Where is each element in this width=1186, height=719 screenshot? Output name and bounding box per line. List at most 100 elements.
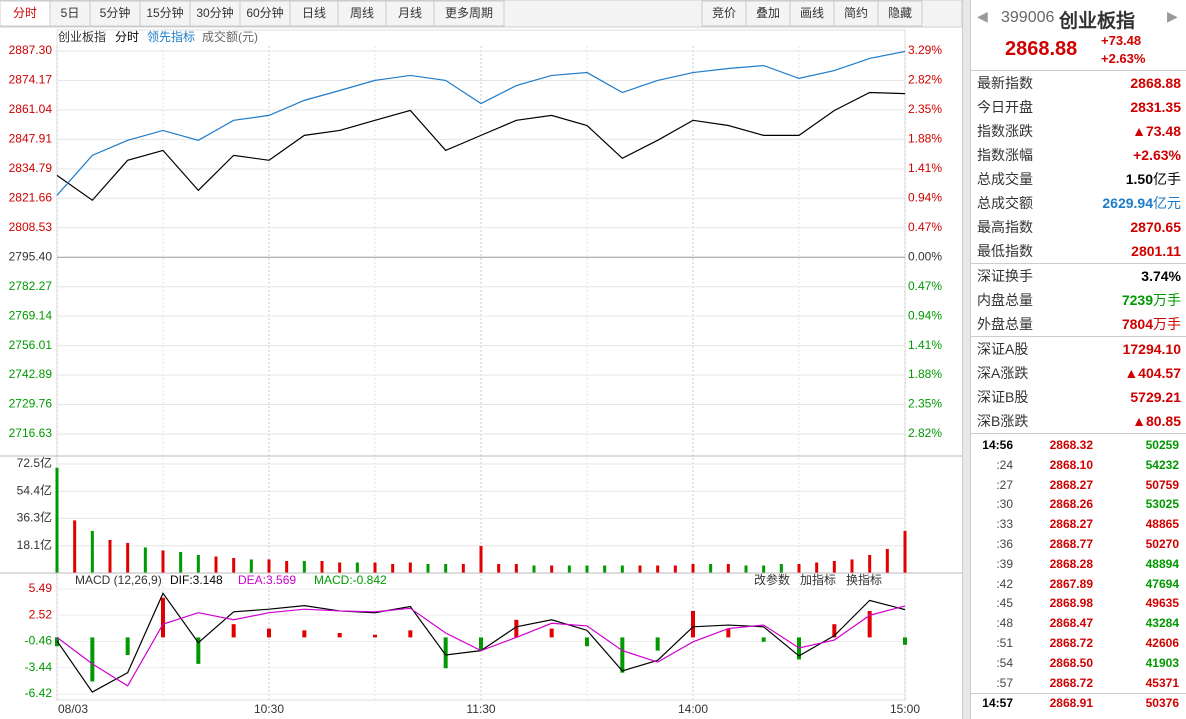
value: 2801.11 bbox=[1131, 243, 1181, 259]
value: 2831.35 bbox=[1130, 99, 1181, 115]
stat-row: 深证B股 5729.21 bbox=[971, 385, 1186, 409]
tab[interactable] bbox=[433, 0, 505, 27]
tool[interactable] bbox=[789, 0, 835, 27]
y-tick-label: 18.1亿 bbox=[17, 537, 52, 552]
macd-bar bbox=[196, 637, 201, 664]
change: +73.48 bbox=[1101, 33, 1142, 48]
trade-time: 14:56 bbox=[982, 438, 1013, 452]
volume-bar bbox=[691, 563, 695, 573]
macd-button[interactable]: 改参数 bbox=[754, 572, 790, 587]
tool-label[interactable]: 隐藏 bbox=[888, 6, 912, 20]
macd-bar bbox=[408, 630, 413, 638]
y-tick-label: 2808.53 bbox=[9, 220, 53, 234]
trade-time: :48 bbox=[996, 616, 1013, 631]
series-line bbox=[56, 605, 906, 687]
tab-label[interactable]: 日线 bbox=[302, 6, 326, 20]
volume-bar bbox=[797, 563, 801, 573]
volume-bar bbox=[709, 563, 713, 573]
quote-panel: ◀ 399006 创业板指 ▶ 2868.88 +73.48 +2.63% 最新… bbox=[970, 0, 1186, 719]
y2-tick-label: 2.82% bbox=[908, 73, 942, 87]
legend-item: 创业板指 bbox=[58, 29, 106, 44]
tool-label[interactable]: 竞价 bbox=[712, 6, 736, 20]
macd-button[interactable]: 换指标 bbox=[846, 572, 882, 587]
volume-bar bbox=[656, 565, 660, 573]
stat-row: 内盘总量 7239万手 bbox=[971, 288, 1186, 312]
volume-bar bbox=[532, 565, 536, 573]
volume-bar bbox=[726, 563, 730, 573]
trade-volume: 48865 bbox=[1145, 517, 1179, 532]
tab-label[interactable]: 月线 bbox=[398, 6, 422, 20]
splitter[interactable] bbox=[962, 0, 971, 719]
y2-tick-label: 2.35% bbox=[908, 102, 942, 116]
trade-time: :39 bbox=[996, 556, 1013, 571]
next-arrow[interactable]: ▶ bbox=[1167, 8, 1178, 24]
volume-bar bbox=[514, 563, 518, 573]
tab-label[interactable]: 5分钟 bbox=[100, 5, 131, 20]
volume-bar bbox=[779, 563, 783, 573]
macd-bar bbox=[620, 637, 625, 673]
tool[interactable] bbox=[833, 0, 879, 27]
volume-bar bbox=[850, 559, 854, 573]
volume-bar bbox=[832, 560, 836, 573]
tab[interactable] bbox=[139, 0, 191, 27]
stat-row: 最高指数 2870.65 bbox=[971, 215, 1186, 239]
tool-label[interactable]: 简约 bbox=[844, 5, 868, 20]
tab-label[interactable]: 60分钟 bbox=[246, 5, 283, 20]
x-tick-label: 15:00 bbox=[890, 702, 920, 716]
tab-label[interactable]: 30分钟 bbox=[196, 5, 233, 20]
tab[interactable] bbox=[239, 0, 291, 27]
legend-item: 领先指标 bbox=[147, 29, 195, 44]
volume-bar bbox=[673, 565, 677, 573]
tab-label[interactable]: 5日 bbox=[61, 6, 80, 20]
value: 17294.10 bbox=[1122, 341, 1181, 357]
stat-value: 2801.11 bbox=[1131, 239, 1181, 263]
trade-volume: 48894 bbox=[1145, 556, 1179, 571]
stat-label: 深A涨跌 bbox=[977, 365, 1029, 381]
stat-label: 深B涨跌 bbox=[977, 413, 1029, 429]
y2-tick-label: 2.82% bbox=[908, 426, 942, 440]
macd-bar bbox=[90, 637, 95, 682]
macd-bar bbox=[443, 637, 448, 669]
macd-bar bbox=[655, 637, 660, 651]
stat-value: 3.74% bbox=[1141, 264, 1181, 288]
trade-time: 14:57 bbox=[982, 696, 1013, 711]
tab[interactable] bbox=[337, 0, 387, 27]
trade-row: :24 2868.10 54232 bbox=[971, 456, 1186, 476]
tab[interactable] bbox=[0, 0, 51, 27]
macd-bar bbox=[373, 634, 377, 638]
quote-header: ◀ 399006 创业板指 ▶ 2868.88 +73.48 +2.63% bbox=[971, 0, 1186, 71]
stat-value: 2629.94亿元 bbox=[1102, 191, 1181, 215]
tool-label[interactable]: 叠加 bbox=[756, 6, 780, 20]
tab[interactable] bbox=[385, 0, 435, 27]
y2-tick-label: 0.47% bbox=[908, 220, 942, 234]
stat-row: 指数涨幅 +2.63% bbox=[971, 143, 1186, 167]
tab-label[interactable]: 分时 bbox=[13, 6, 37, 20]
prev-arrow[interactable]: ◀ bbox=[977, 8, 988, 24]
tool-label[interactable]: 画线 bbox=[800, 6, 824, 20]
tab[interactable] bbox=[189, 0, 241, 27]
tab-label[interactable]: 更多周期 bbox=[445, 6, 493, 20]
tool[interactable] bbox=[877, 0, 923, 27]
tool[interactable] bbox=[701, 0, 747, 27]
stat-label: 总成交额 bbox=[977, 195, 1033, 211]
value: 2868.88 bbox=[1130, 75, 1181, 91]
trade-time: :51 bbox=[996, 635, 1013, 650]
tab-label[interactable]: 15分钟 bbox=[146, 5, 183, 20]
stat-label: 深证A股 bbox=[977, 341, 1029, 357]
trade-time: :36 bbox=[996, 536, 1013, 551]
trade-price: 2868.27 bbox=[1049, 517, 1093, 532]
macd-button[interactable]: 加指标 bbox=[800, 572, 836, 587]
tool[interactable] bbox=[745, 0, 791, 27]
y2-tick-label: 0.00% bbox=[908, 249, 942, 263]
trade-volume: 43284 bbox=[1145, 616, 1179, 631]
value: ▲404.57 bbox=[1124, 365, 1181, 381]
stat-label: 最高指数 bbox=[977, 219, 1033, 235]
tab[interactable] bbox=[49, 0, 91, 27]
trade-time: :33 bbox=[996, 517, 1013, 532]
stats: 最新指数 2868.88 今日开盘 2831.35 指数涨跌 ▲73.48 指数涨幅 +2.6… bbox=[971, 71, 1186, 433]
macd-title: MACD (12,26,9) bbox=[75, 573, 162, 587]
tab[interactable] bbox=[89, 0, 141, 27]
trade-volume: 50376 bbox=[1145, 696, 1179, 711]
tab-label[interactable]: 周线 bbox=[350, 6, 374, 20]
trade-price: 2868.26 bbox=[1049, 497, 1093, 512]
